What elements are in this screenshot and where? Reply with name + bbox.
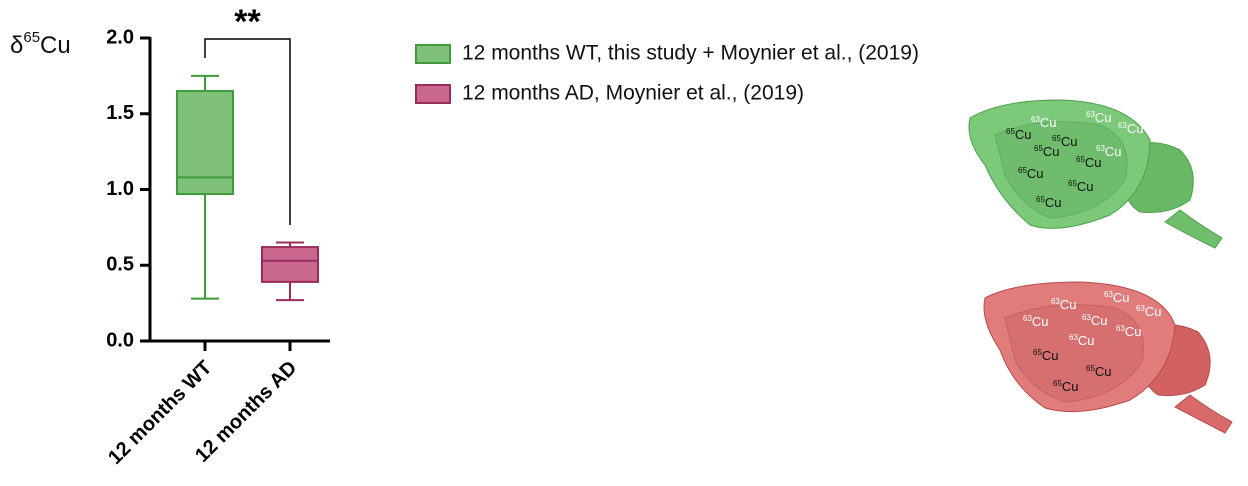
isotope-mass: 65 xyxy=(1053,379,1062,388)
isotope-mass: 65 xyxy=(1086,364,1095,373)
isotope-label: 65Cu xyxy=(1018,166,1044,181)
isotope-mass: 63 xyxy=(1023,314,1032,323)
isotope-element: Cu xyxy=(1043,144,1060,159)
isotope-element: Cu xyxy=(1127,121,1144,136)
y-tick-label: 2.0 xyxy=(106,26,134,48)
significance-label: ** xyxy=(234,3,261,41)
legend-label: 12 months WT, this study + Moynier et al… xyxy=(462,42,919,65)
isotope-label: 63Cu xyxy=(1023,314,1049,329)
isotope-element: Cu xyxy=(1062,379,1079,394)
isotope-label: 65Cu xyxy=(1033,348,1059,363)
isotope-label: 65Cu xyxy=(1036,195,1062,210)
isotope-element: Cu xyxy=(1042,348,1059,363)
isotope-element: Cu xyxy=(1113,290,1130,305)
isotope-label: 63Cu xyxy=(1136,304,1162,319)
isotope-mass: 65 xyxy=(1068,179,1077,188)
isotope-label: 63Cu xyxy=(1069,333,1095,348)
isotope-mass: 65 xyxy=(1018,166,1027,175)
isotope-mass: 63 xyxy=(1051,297,1060,306)
legend-swatch xyxy=(415,84,451,104)
y-tick-label: 0.5 xyxy=(106,254,134,276)
isotope-mass: 65 xyxy=(1034,144,1043,153)
isotope-element: Cu xyxy=(1061,134,1078,149)
legend-label: 12 months AD, Moynier et al., (2019) xyxy=(462,82,804,105)
isotope-element: Cu xyxy=(1105,144,1122,159)
isotope-mass: 63 xyxy=(1116,324,1125,333)
isotope-element: Cu xyxy=(1095,364,1112,379)
isotope-mass: 65 xyxy=(1036,195,1045,204)
isotope-element: Cu xyxy=(1078,333,1095,348)
isotope-mass: 63 xyxy=(1136,304,1145,313)
isotope-label: 63Cu xyxy=(1104,290,1130,305)
box xyxy=(176,90,234,196)
isotope-mass: 63 xyxy=(1086,110,1095,119)
isotope-label: 63Cu xyxy=(1116,324,1142,339)
y-label-symbol: δ xyxy=(10,32,23,59)
isotope-element: Cu xyxy=(1145,304,1162,319)
isotope-element: Cu xyxy=(1091,313,1108,328)
y-tick-label: 0.0 xyxy=(106,329,134,351)
isotope-label: 65Cu xyxy=(1006,127,1032,142)
y-label-sup: 65 xyxy=(23,29,40,46)
isotope-mass: 65 xyxy=(1052,134,1061,143)
isotope-label: 65Cu xyxy=(1068,179,1094,194)
y-label-element: Cu xyxy=(40,32,71,59)
isotope-mass: 63 xyxy=(1069,333,1078,342)
isotope-element: Cu xyxy=(1095,110,1112,125)
isotope-mass: 63 xyxy=(1118,121,1127,130)
isotope-mass: 65 xyxy=(1076,155,1085,164)
significance-bracket xyxy=(204,38,291,225)
isotope-element: Cu xyxy=(1015,127,1032,142)
isotope-mass: 63 xyxy=(1104,290,1113,299)
y-tick-label: 1.5 xyxy=(106,102,134,124)
isotope-element: Cu xyxy=(1060,297,1077,312)
brain-red xyxy=(983,281,1233,434)
isotope-mass: 63 xyxy=(1082,313,1091,322)
isotope-element: Cu xyxy=(1085,155,1102,170)
isotope-element: Cu xyxy=(1077,179,1094,194)
brain-green xyxy=(968,99,1223,249)
isotope-label: 63Cu xyxy=(1051,297,1077,312)
legend-swatch xyxy=(415,44,451,64)
isotope-label: 63Cu xyxy=(1096,144,1122,159)
y-tick-label: 1.0 xyxy=(106,178,134,200)
isotope-element: Cu xyxy=(1045,195,1062,210)
isotope-mass: 65 xyxy=(1033,348,1042,357)
isotope-label: 65Cu xyxy=(1034,144,1060,159)
isotope-element: Cu xyxy=(1027,166,1044,181)
isotope-label: 65Cu xyxy=(1053,379,1079,394)
isotope-label: 63Cu xyxy=(1082,313,1108,328)
isotope-label: 63Cu xyxy=(1031,115,1057,130)
isotope-label: 65Cu xyxy=(1086,364,1112,379)
isotope-label: 65Cu xyxy=(1052,134,1078,149)
isotope-element: Cu xyxy=(1040,115,1057,130)
isotope-element: Cu xyxy=(1032,314,1049,329)
isotope-element: Cu xyxy=(1125,324,1142,339)
isotope-label: 65Cu xyxy=(1076,155,1102,170)
isotope-mass: 65 xyxy=(1006,127,1015,136)
isotope-mass: 63 xyxy=(1031,115,1040,124)
y-axis-label: δ65Cu xyxy=(10,29,71,59)
isotope-mass: 63 xyxy=(1096,144,1105,153)
isotope-label: 63Cu xyxy=(1118,121,1144,136)
box xyxy=(261,246,319,283)
isotope-label: 63Cu xyxy=(1086,110,1112,125)
